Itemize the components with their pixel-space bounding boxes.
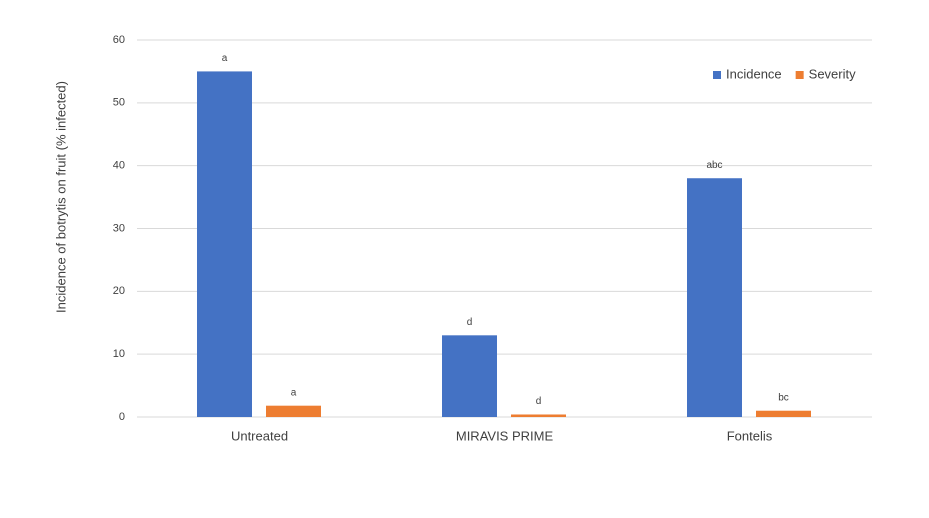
legend-label: Severity: [809, 66, 856, 81]
bar: [687, 178, 742, 417]
letter-label: a: [222, 53, 228, 64]
y-tick-label: 40: [113, 160, 125, 172]
y-tick-label: 60: [113, 34, 125, 46]
bar: [511, 414, 566, 417]
bar: [197, 71, 252, 418]
y-tick-label: 20: [113, 285, 125, 297]
letter-label: a: [291, 387, 297, 398]
letter-label: bc: [778, 392, 789, 403]
legend-label: Incidence: [726, 66, 782, 81]
y-tick-label: 0: [119, 411, 125, 423]
y-tick-label: 30: [113, 222, 125, 234]
bar: [442, 335, 497, 417]
legend-swatch: [713, 71, 721, 79]
y-tick-label: 50: [113, 97, 125, 109]
letter-label: d: [467, 317, 473, 328]
y-axis-label: Incidence of botrytis on fruit (% infect…: [53, 81, 68, 313]
bar: [756, 410, 811, 417]
legend-swatch: [795, 71, 804, 79]
x-tick-label: Fontelis: [727, 428, 773, 443]
bar: [266, 405, 321, 417]
letter-label: d: [536, 396, 542, 407]
x-tick-label: MIRAVIS PRIME: [456, 428, 554, 443]
x-tick-label: Untreated: [231, 428, 288, 443]
letter-label: abc: [706, 160, 722, 171]
y-tick-label: 10: [113, 348, 125, 360]
